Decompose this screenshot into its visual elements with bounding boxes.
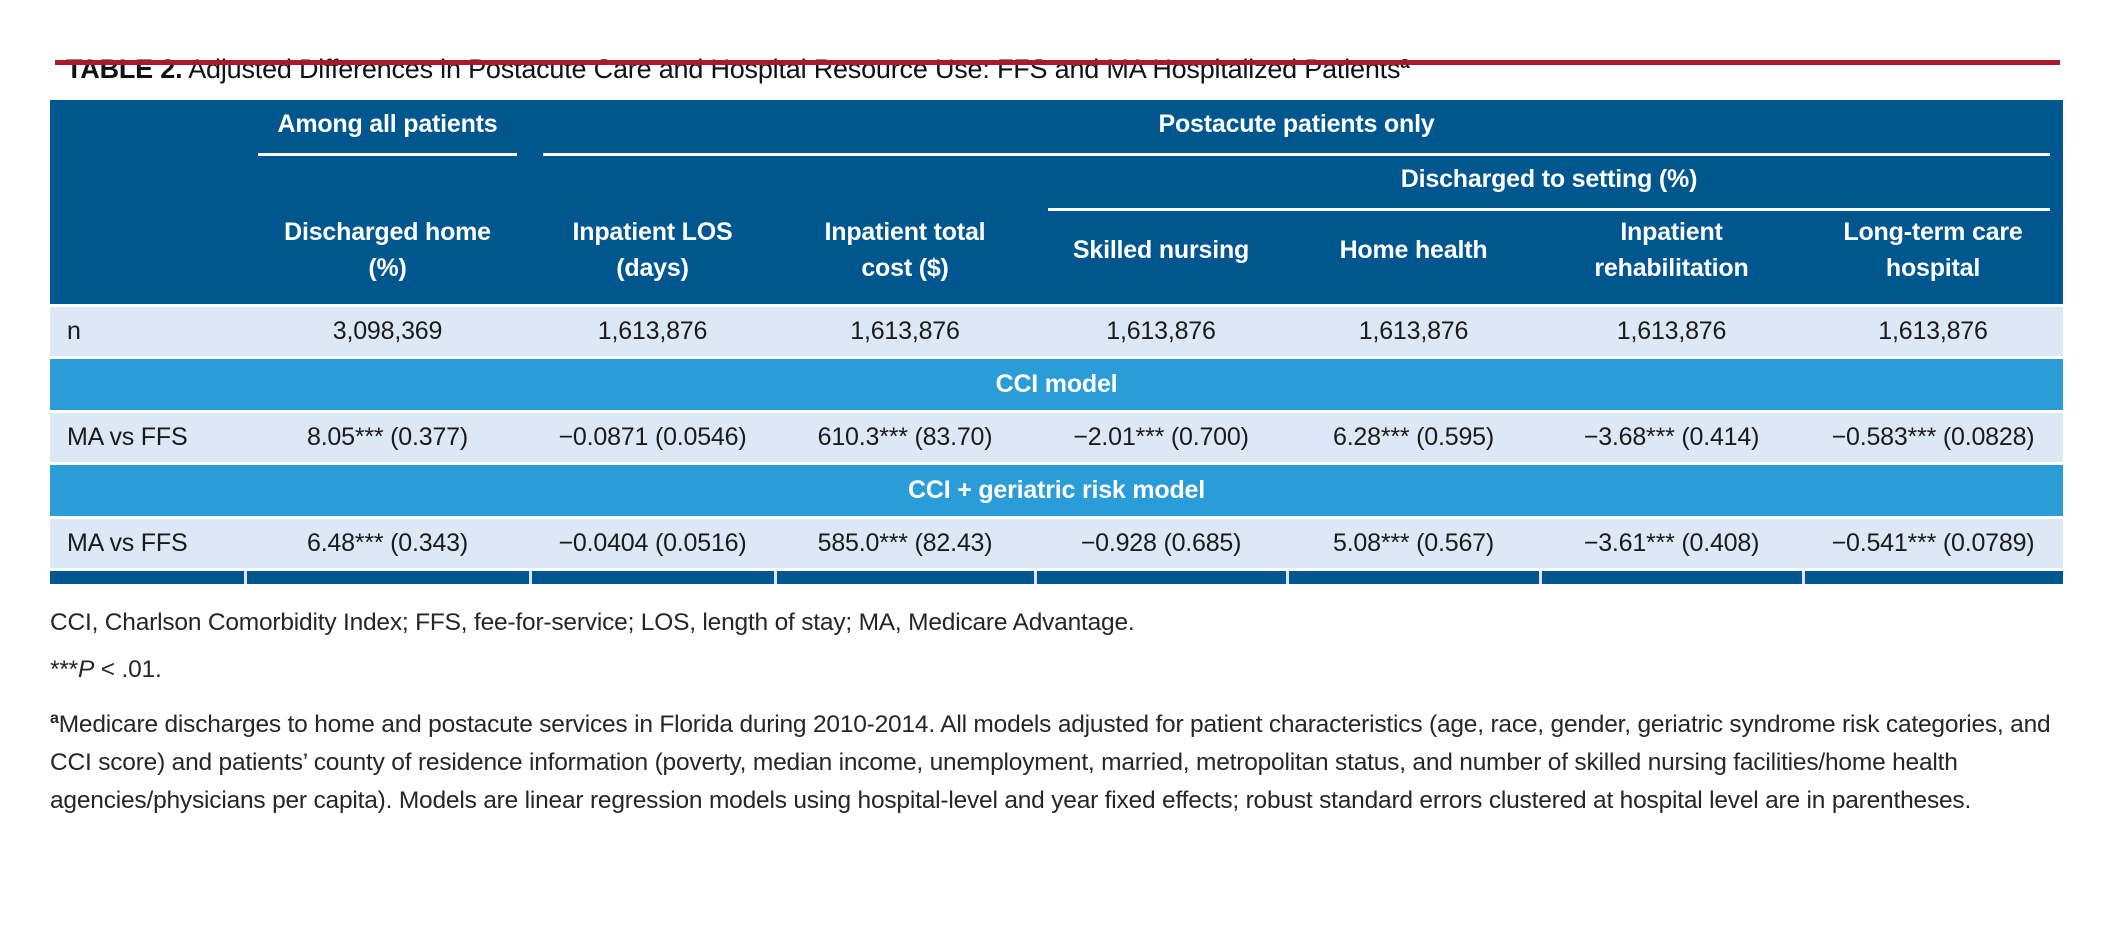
group-header-row-1: Among all patients Postacute patients on… (50, 100, 2064, 156)
estimate-cell: −0.0871 (0.0546) (530, 409, 775, 463)
header-empty-cell (245, 156, 530, 211)
model-band-label: CCI model (50, 355, 2064, 411)
n-value-cell: 1,613,876 (775, 303, 1035, 357)
table-title-label: TABLE 2. (66, 54, 183, 84)
column-header-inpatient-los: Inpatient LOS (days) (530, 211, 775, 305)
bottom-bar-segment (50, 567, 245, 584)
footnote-note-text: Medicare discharges to home and postacut… (50, 711, 2051, 814)
estimate-cell: 5.08*** (0.567) (1287, 515, 1540, 569)
column-header-home-health: Home health (1287, 211, 1540, 305)
n-value-cell: 1,613,876 (1287, 303, 1540, 357)
header-empty-cell (530, 156, 775, 211)
table-header: Among all patients Postacute patients on… (50, 100, 2064, 305)
row-label-ma-vs-ffs: MA vs FFS (50, 409, 245, 463)
bottom-bar-segment (243, 567, 530, 584)
group-header-among-all-patients: Among all patients (245, 100, 530, 156)
group-header-row-2: Discharged to setting (%) (50, 156, 2064, 211)
model-band-cci: CCI model (50, 355, 2064, 411)
header-empty-cell (775, 156, 1035, 211)
footnote-significance: ***P < .01. (50, 651, 2062, 689)
bottom-bar-segment (528, 567, 775, 584)
estimate-row-cci-geriatric: MA vs FFS 6.48*** (0.343) −0.0404 (0.051… (50, 515, 2064, 569)
footnote-marker: a (50, 709, 59, 727)
group-header-discharged-to-setting: Discharged to setting (%) (1035, 156, 2064, 211)
n-value-cell: 1,613,876 (1035, 303, 1287, 357)
column-header-long-term-care-hospital: Long-term care hospital (1803, 211, 2064, 305)
estimate-row-cci: MA vs FFS 8.05*** (0.377) −0.0871 (0.054… (50, 409, 2064, 463)
column-header-inpatient-total-cost: Inpatient total cost ($) (775, 211, 1035, 305)
estimate-cell: 6.48*** (0.343) (245, 515, 530, 569)
column-header-skilled-nursing: Skilled nursing (1035, 211, 1287, 305)
row-label-ma-vs-ffs: MA vs FFS (50, 515, 245, 569)
column-header-inpatient-rehabilitation: Inpatient rehabilitation (1540, 211, 1803, 305)
estimate-cell: 6.28*** (0.595) (1287, 409, 1540, 463)
estimate-cell: −0.0404 (0.0516) (530, 515, 775, 569)
table-bottom-bar (50, 567, 2064, 584)
estimate-cell: 585.0*** (82.43) (775, 515, 1035, 569)
n-value-cell: 1,613,876 (1540, 303, 1803, 357)
results-table: Among all patients Postacute patients on… (50, 100, 2064, 584)
bottom-bar-segment (773, 567, 1035, 584)
estimate-cell: −0.928 (0.685) (1035, 515, 1287, 569)
significance-p: P (78, 656, 95, 683)
footnotes: CCI, Charlson Comorbidity Index; FFS, fe… (50, 604, 2062, 820)
column-header-row: Discharged home (%) Inpatient LOS (days)… (50, 211, 2064, 305)
footnote-abbreviations: CCI, Charlson Comorbidity Index; FFS, fe… (50, 609, 1135, 636)
model-band-label: CCI + geriatric risk model (50, 461, 2064, 517)
group-header-postacute-patients-only: Postacute patients only (530, 100, 2064, 156)
estimate-cell: −2.01*** (0.700) (1035, 409, 1287, 463)
bottom-bar-segment (1538, 567, 1803, 584)
n-value-cell: 1,613,876 (1803, 303, 2064, 357)
n-value-cell: 3,098,369 (245, 303, 530, 357)
footnote-methods-note: aMedicare discharges to home and postacu… (50, 706, 2062, 820)
significance-stars: *** (50, 656, 79, 683)
n-value-cell: 1,613,876 (530, 303, 775, 357)
header-empty-cell (50, 156, 245, 211)
estimate-cell: 610.3*** (83.70) (775, 409, 1035, 463)
row-label-n: n (50, 303, 245, 357)
column-header-stub (50, 211, 245, 305)
bottom-bar-segment (1033, 567, 1287, 584)
column-header-discharged-home: Discharged home (%) (245, 211, 530, 305)
significance-threshold: < .01. (94, 656, 162, 683)
bottom-bar-segment (1285, 567, 1540, 584)
estimate-cell: −3.61*** (0.408) (1540, 515, 1803, 569)
model-band-cci-geriatric: CCI + geriatric risk model (50, 461, 2064, 517)
estimate-cell: 8.05*** (0.377) (245, 409, 530, 463)
table-title-text: Adjusted Differences in Postacute Care a… (182, 54, 1401, 84)
bottom-bar-segment (1801, 567, 2064, 584)
table-title: TABLE 2. Adjusted Differences in Postacu… (66, 52, 2117, 86)
estimate-cell: −3.68*** (0.414) (1540, 409, 1803, 463)
estimate-cell: −0.541*** (0.0789) (1803, 515, 2064, 569)
sample-size-row: n 3,098,369 1,613,876 1,613,876 1,613,87… (50, 303, 2064, 357)
estimate-cell: −0.583*** (0.0828) (1803, 409, 2064, 463)
top-accent-rule (55, 60, 2060, 65)
header-stub-cell (50, 100, 245, 156)
